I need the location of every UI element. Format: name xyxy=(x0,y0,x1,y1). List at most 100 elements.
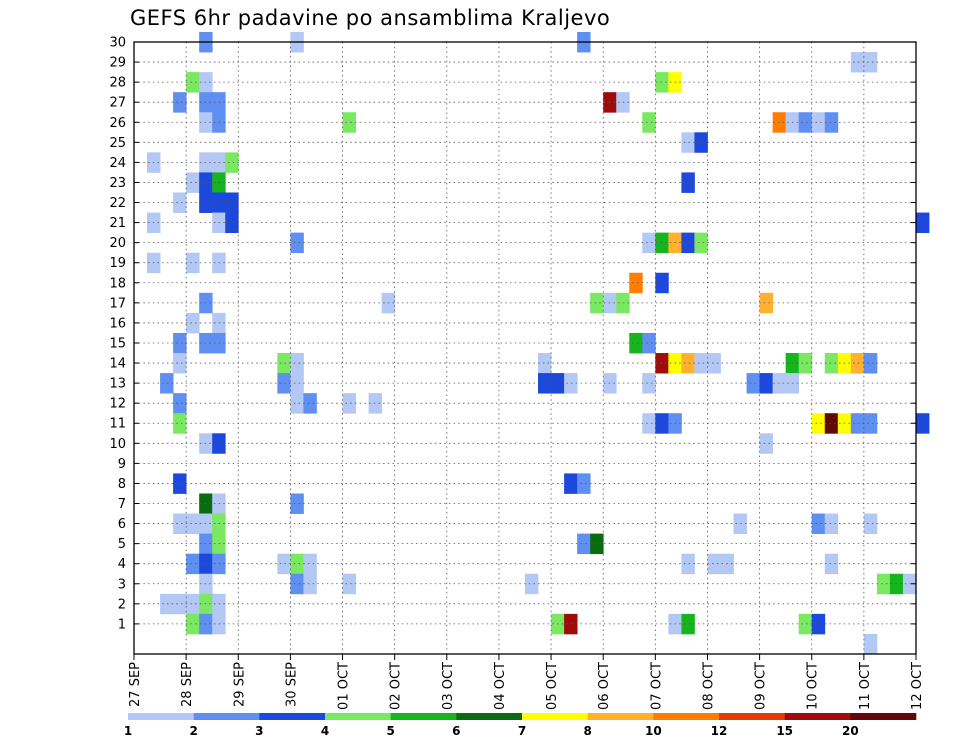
colorbar-label: 10 xyxy=(645,724,662,738)
heatmap-cell xyxy=(759,433,774,454)
colorbar-swatch xyxy=(653,713,720,720)
heatmap-cell xyxy=(811,112,826,133)
heatmap-cell xyxy=(655,413,669,434)
heatmap-cell xyxy=(642,332,656,354)
heatmap-cell xyxy=(173,393,187,414)
heatmap-cell xyxy=(303,553,317,575)
heatmap-cell xyxy=(538,353,552,374)
heatmap-cell xyxy=(642,232,656,254)
colorbar-label: 1 xyxy=(124,724,132,738)
colorbar-swatch xyxy=(193,713,260,720)
x-tick-label: 12 OCT xyxy=(910,662,925,710)
heatmap-cell xyxy=(850,413,865,434)
heatmap-cell xyxy=(863,413,878,434)
colorbar-label: 4 xyxy=(321,724,329,738)
y-tick-label: 20 xyxy=(109,236,126,251)
heatmap-cell xyxy=(290,573,304,595)
heatmap-cell xyxy=(733,513,747,535)
y-tick-label: 3 xyxy=(118,577,126,592)
heatmap-cell xyxy=(173,332,187,354)
heatmap-cell xyxy=(290,553,304,575)
x-tick-label: 10 OCT xyxy=(806,662,821,710)
heatmap-cell xyxy=(173,413,187,434)
y-tick-label: 12 xyxy=(109,397,126,412)
heatmap-cell xyxy=(681,172,695,193)
y-tick-label: 26 xyxy=(109,116,126,131)
heatmap-cell xyxy=(694,353,708,374)
heatmap-cell xyxy=(186,593,200,615)
y-tick-label: 6 xyxy=(118,517,126,532)
x-tick-label: 01 OCT xyxy=(337,662,352,710)
heatmap-cell xyxy=(186,513,200,535)
heatmap-cell xyxy=(629,332,643,354)
grid-lines xyxy=(133,41,917,654)
heatmap-cell xyxy=(173,593,187,615)
colorbar-swatch xyxy=(259,713,326,720)
heatmap-cell xyxy=(863,353,878,374)
colorbar-swatch xyxy=(325,713,391,720)
heatmap-cell xyxy=(225,212,239,234)
colorbar-label: 20 xyxy=(842,724,859,738)
y-tick-label: 18 xyxy=(109,276,126,291)
heatmap-cell xyxy=(681,613,695,635)
y-tick-label: 24 xyxy=(109,156,126,171)
y-tick-label: 10 xyxy=(109,437,126,452)
heatmap-cell xyxy=(863,52,878,73)
colorbar-label: 6 xyxy=(452,724,460,738)
heatmap-cell xyxy=(850,52,865,73)
heatmap-cell xyxy=(655,232,669,254)
heatmap-cell xyxy=(863,633,878,655)
heatmap-cell xyxy=(681,132,695,153)
x-tick-label: 02 OCT xyxy=(389,662,404,710)
colorbar-swatch xyxy=(850,713,917,720)
heatmap-cell xyxy=(290,373,304,394)
y-tick-label: 13 xyxy=(109,377,126,392)
heatmap-cell xyxy=(824,353,839,374)
y-tick-label: 15 xyxy=(109,336,126,351)
heatmap-cell xyxy=(186,172,200,193)
y-tick-label: 25 xyxy=(109,136,126,151)
y-tick-label: 7 xyxy=(118,497,126,512)
heatmap-cell xyxy=(746,373,760,394)
heatmap-cell xyxy=(824,413,839,434)
y-tick-label: 11 xyxy=(109,417,126,432)
y-tick-label: 9 xyxy=(118,457,126,472)
heatmap-cell xyxy=(342,393,356,414)
heatmap-cell xyxy=(290,353,304,374)
colorbar-label: 7 xyxy=(518,724,526,738)
colorbar-label: 15 xyxy=(776,724,793,738)
colorbar-swatch xyxy=(587,713,654,720)
heatmap-cell xyxy=(707,353,721,374)
heatmap-cell xyxy=(173,353,187,374)
heatmap-cell xyxy=(186,312,200,334)
heatmap-cell xyxy=(876,573,891,595)
heatmap-cell xyxy=(303,573,317,595)
y-tick-label: 27 xyxy=(109,96,126,111)
heatmap-cell xyxy=(759,292,774,314)
chart-title: GEFS 6hr padavine po ansamblima Kraljevo xyxy=(130,6,611,30)
colorbar-swatch xyxy=(719,713,785,720)
x-axis-ticks: 27 SEP 28 SEP 29 SEP 30 SEP 01 OCT 02 OCT 03 O… xyxy=(128,654,925,710)
heatmap-cell xyxy=(681,553,695,575)
x-tick-label: 30 SEP xyxy=(284,662,299,707)
y-axis-ticks: 1234567891011121314151617181920212223242… xyxy=(109,36,916,632)
y-tick-label: 4 xyxy=(118,557,126,572)
heatmap-cell xyxy=(642,413,656,434)
heatmap-cell xyxy=(564,613,578,635)
heatmap-cell xyxy=(811,413,826,434)
heatmap-cell xyxy=(655,353,669,374)
heatmap-cell xyxy=(277,373,291,394)
heatmap-cell xyxy=(173,92,187,113)
heatmap-cell xyxy=(642,112,656,133)
x-tick-label: 06 OCT xyxy=(597,662,612,710)
y-tick-label: 29 xyxy=(109,56,126,71)
heatmap-cell xyxy=(811,513,826,535)
heatmap-cell xyxy=(173,473,187,494)
heatmap-cell xyxy=(577,473,591,494)
heatmap-cell xyxy=(655,72,669,93)
y-tick-label: 28 xyxy=(109,76,126,91)
heatmap-cell xyxy=(811,613,826,635)
colorbar-swatch xyxy=(784,713,851,720)
y-tick-label: 22 xyxy=(109,196,126,211)
